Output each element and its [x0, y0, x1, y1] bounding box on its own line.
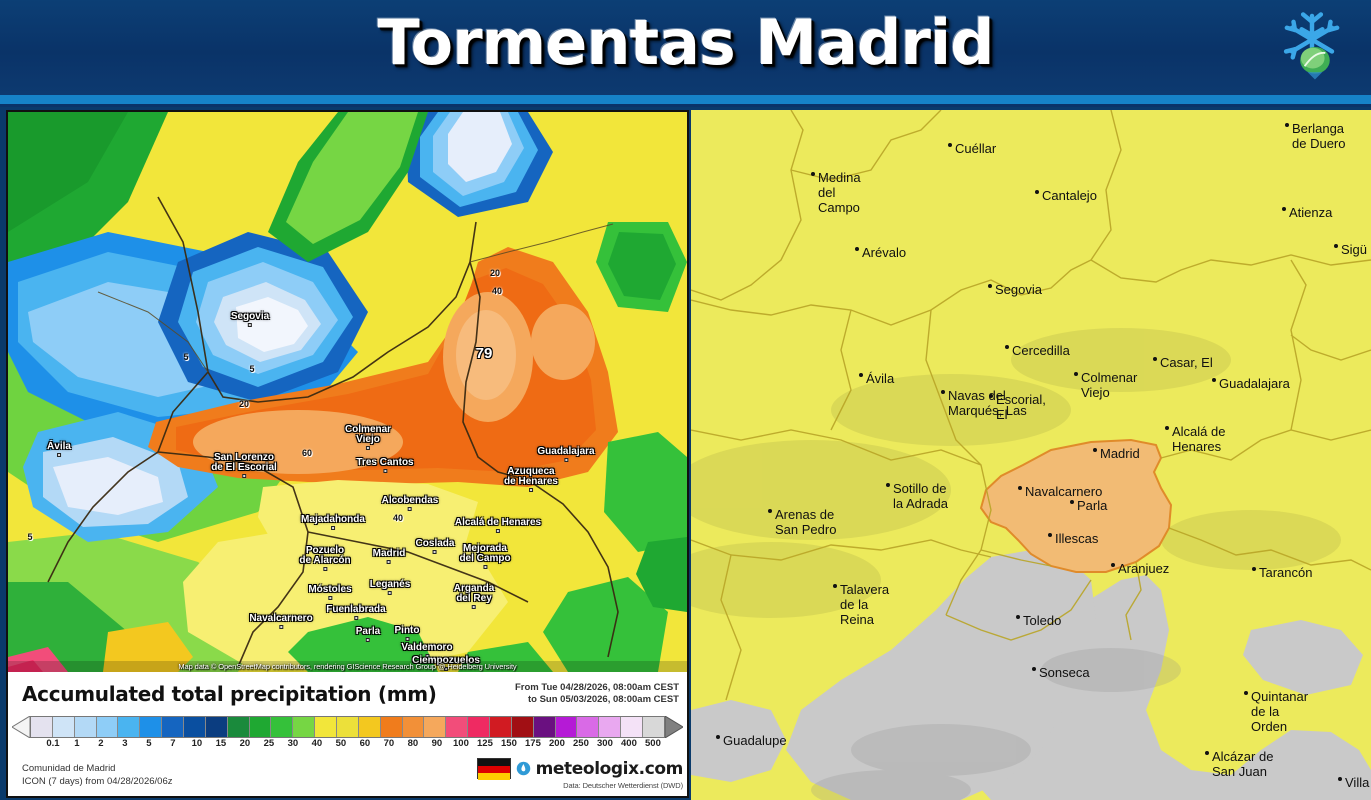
scale-tick-60: 60	[359, 738, 371, 749]
water-drop-icon	[516, 761, 530, 776]
contour-label-20-3: 20	[238, 399, 250, 409]
contour-label-5-1: 5	[249, 364, 255, 374]
scale-tick-125: 125	[477, 738, 493, 749]
legend-title: Accumulated total precipitation (mm)	[22, 682, 437, 706]
color-swatch-6	[162, 717, 185, 737]
color-swatch-27	[621, 717, 644, 737]
header-accent-stripe	[0, 95, 1371, 104]
page-title: Tormentas Madrid	[377, 6, 994, 79]
scale-tick-0.1: 0.1	[46, 738, 60, 749]
contour-label-60-7: 60	[301, 448, 313, 458]
brand-name: meteologix.com	[535, 758, 684, 779]
scale-right-arrow-icon	[665, 716, 683, 738]
color-swatch-11	[271, 717, 294, 737]
scale-tick-15: 15	[215, 738, 227, 749]
legend-range-from: From Tue 04/28/2026, 08:00am CEST	[514, 682, 679, 693]
scale-tick-80: 80	[407, 738, 419, 749]
contour-label-40-6: 40	[392, 513, 404, 523]
scale-tick-500: 500	[645, 738, 661, 749]
page-header: Tormentas Madrid	[0, 0, 1371, 95]
precipitation-contour-layer	[8, 112, 687, 672]
scale-tick-100: 100	[453, 738, 469, 749]
brand-box[interactable]: meteologix.com Data: Deutscher Wetterdie…	[476, 758, 684, 790]
scale-tick-30: 30	[287, 738, 299, 749]
color-swatch-18	[424, 717, 447, 737]
color-swatch-14	[337, 717, 359, 737]
scale-tick-250: 250	[573, 738, 589, 749]
color-swatch-22	[511, 717, 534, 737]
color-swatch-0	[31, 717, 53, 737]
scale-tick-1: 1	[74, 738, 80, 749]
scale-left-arrow-icon	[12, 716, 30, 738]
scale-tick-175: 175	[525, 738, 541, 749]
color-swatch-21	[490, 717, 512, 737]
scale-tick-70: 70	[383, 738, 395, 749]
scale-tick-3: 3	[122, 738, 128, 749]
color-swatch-17	[402, 717, 425, 737]
color-swatch-row	[30, 716, 665, 738]
color-swatch-10	[249, 717, 272, 737]
warning-map-panel[interactable]: Cuéllar Berlanga de Duero Medina del Campo Can…	[691, 110, 1371, 800]
germany-flag-icon	[476, 758, 511, 780]
scale-tick-25: 25	[263, 738, 275, 749]
color-swatch-3	[96, 717, 119, 737]
color-swatch-9	[227, 717, 250, 737]
color-scale-bar[interactable]	[8, 716, 687, 738]
peak-value-label: 79	[475, 345, 493, 362]
contour-label-20-4: 20	[489, 268, 501, 278]
color-swatch-20	[468, 717, 491, 737]
color-swatch-19	[446, 717, 469, 737]
color-swatch-25	[577, 717, 600, 737]
color-swatch-7	[184, 717, 206, 737]
color-swatch-23	[533, 717, 556, 737]
precipitation-legend: Accumulated total precipitation (mm) Fro…	[8, 674, 687, 796]
precipitation-panel: 5 5 5 20 20 40 40 60 79 Segovia Ávila San Lorenzo…	[6, 110, 689, 798]
scale-tick-10: 10	[191, 738, 203, 749]
scale-tick-150: 150	[501, 738, 517, 749]
color-swatch-8	[205, 717, 228, 737]
legend-range-to: to Sun 05/03/2026, 08:00am CEST	[527, 694, 679, 705]
color-swatch-13	[315, 717, 338, 737]
scale-tick-2: 2	[98, 738, 104, 749]
color-swatch-26	[599, 717, 622, 737]
snowflake-leaf-logo-icon	[1275, 8, 1349, 86]
map-attribution: Map data © OpenStreetMap contributors, r…	[8, 661, 687, 672]
scale-tick-7: 7	[170, 738, 176, 749]
color-swatch-16	[380, 717, 403, 737]
color-swatch-1	[52, 717, 75, 737]
legend-region-label: Comunidad de Madrid	[22, 763, 116, 774]
scale-tick-300: 300	[597, 738, 613, 749]
legend-footer: Comunidad de Madrid ICON (7 days) from 0…	[22, 762, 173, 788]
color-swatch-15	[358, 717, 381, 737]
color-swatch-24	[555, 717, 578, 737]
scale-tick-50: 50	[335, 738, 347, 749]
color-swatch-4	[118, 717, 141, 737]
scale-tick-5: 5	[146, 738, 152, 749]
warning-map-layer	[691, 110, 1371, 800]
scale-tick-400: 400	[621, 738, 637, 749]
scale-tick-200: 200	[549, 738, 565, 749]
legend-time-range: From Tue 04/28/2026, 08:00am CEST to Sun…	[515, 682, 679, 706]
contour-label-5-2: 5	[27, 532, 33, 542]
color-swatch-5	[140, 717, 163, 737]
contour-label-5-0: 5	[183, 352, 189, 362]
contour-label-40-5: 40	[491, 286, 503, 296]
scale-tick-20: 20	[239, 738, 251, 749]
color-scale-ticks: 0.1 1 2 3 5 7 10 15 20 25 30 40 50 60 70 80 90 100 125 150 1…	[41, 738, 665, 752]
color-swatch-2	[74, 717, 97, 737]
header-accent-stripe-dark	[0, 104, 1371, 107]
color-swatch-12	[293, 717, 316, 737]
legend-model-label: ICON (7 days) from 04/28/2026/06z	[22, 776, 173, 787]
scale-tick-40: 40	[311, 738, 323, 749]
scale-tick-90: 90	[431, 738, 443, 749]
color-swatch-28	[643, 717, 664, 737]
brand-data-source: Data: Deutscher Wetterdienst (DWD)	[563, 781, 683, 790]
accumulated-precipitation-map[interactable]: 5 5 5 20 20 40 40 60 79 Segovia Ávila San Lorenzo…	[8, 112, 687, 672]
